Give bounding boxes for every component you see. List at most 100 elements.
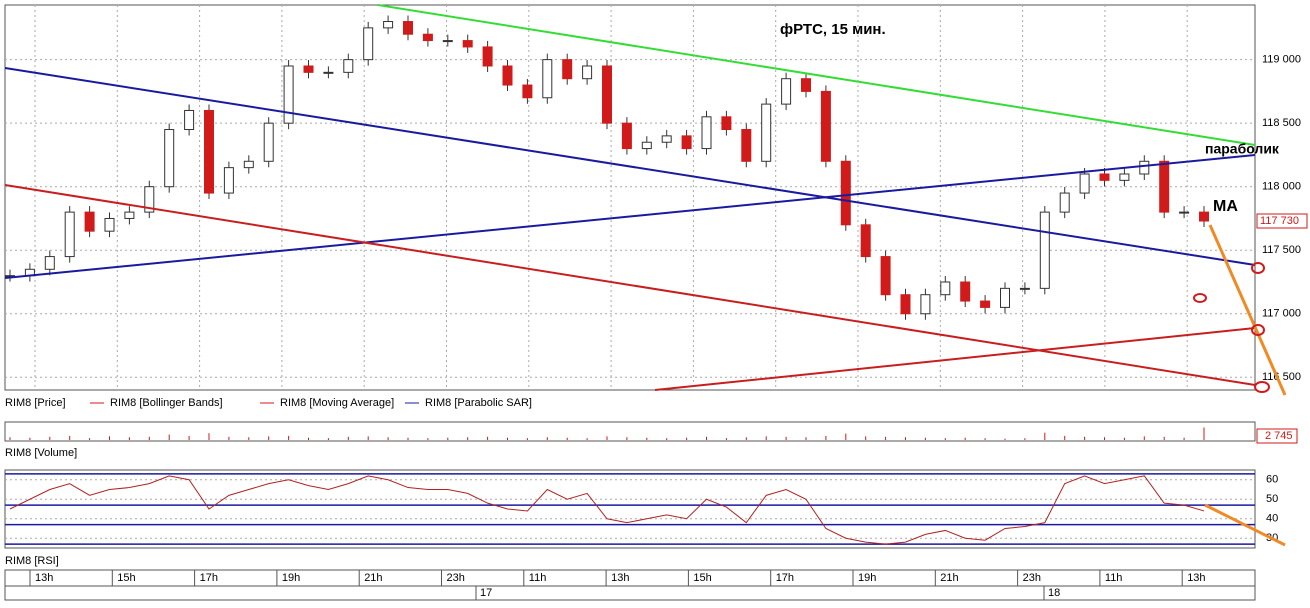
volume-bar [487, 436, 489, 440]
candle [1099, 173, 1110, 181]
current-volume: 2 745 [1265, 430, 1293, 442]
time-label: 19h [858, 572, 876, 584]
candle [522, 84, 533, 99]
rsi-panel [4, 469, 1256, 549]
candle [681, 135, 692, 150]
candle [64, 211, 75, 258]
volume-bar [1163, 436, 1165, 440]
current-price: 117 730 [1260, 215, 1299, 227]
volume-bar [905, 437, 906, 440]
volume-bar [1084, 436, 1086, 440]
volume-bar [546, 437, 548, 440]
y-tick-label: 118 500 [1262, 117, 1301, 129]
volume-bar [646, 437, 648, 440]
volume-bar [1203, 427, 1205, 440]
volume-bar [825, 435, 827, 440]
candle [741, 129, 752, 162]
candle [263, 122, 274, 162]
candle [1199, 211, 1209, 222]
time-label: 13h [1187, 572, 1205, 584]
volume-bar [1123, 437, 1125, 440]
volume-bar [447, 437, 449, 440]
legend-entry: RIM8 [Price] [5, 397, 66, 409]
candle [582, 65, 593, 80]
time-label: 13h [611, 572, 629, 584]
day-label: 17 [480, 587, 492, 599]
candle [303, 65, 314, 73]
candle [124, 211, 135, 219]
volume-bar [765, 436, 767, 440]
trend-lines [4, 4, 1287, 547]
volume-bar [168, 434, 170, 440]
legend-entry: RIM8 [Parabolic SAR] [425, 397, 532, 409]
candle [184, 109, 195, 131]
volume-bar [507, 437, 508, 440]
volume-bar [586, 438, 588, 440]
trend-line [4, 154, 1256, 279]
volume-bar [188, 435, 190, 440]
volume-bar [1044, 432, 1046, 440]
time-label: 15h [117, 572, 135, 584]
candle [1159, 160, 1170, 213]
candle [502, 65, 513, 86]
price-panel [4, 4, 1256, 391]
volume-bar [1183, 437, 1185, 440]
current-volume-box [1256, 428, 1298, 444]
volume-bar [89, 438, 91, 440]
trend-line [377, 4, 1256, 146]
volume-bar [407, 437, 409, 440]
rsi-line [9, 475, 1205, 545]
forecast-arrow [1204, 503, 1286, 547]
candle [482, 46, 493, 67]
candle [84, 211, 95, 232]
time-label: 23h [1023, 572, 1041, 584]
time-label: 11h [1105, 572, 1123, 584]
time-label: 21h [364, 572, 382, 584]
volume-bar [805, 437, 807, 440]
candle [602, 65, 612, 124]
candle [860, 224, 871, 258]
volume-bar [944, 438, 946, 440]
candle [1000, 287, 1010, 308]
marks: 116 500 117 000 117 500 118 000 118 500 119 0… [5, 5, 1308, 600]
volume-bar [725, 438, 727, 440]
time-label: 19h [282, 572, 300, 584]
candle [1039, 211, 1050, 289]
volume-bar [347, 436, 349, 440]
volume-bar [109, 436, 110, 440]
volume-bar [745, 437, 747, 440]
volume-bar [566, 437, 568, 440]
volume-bar [1104, 437, 1105, 440]
time-label: 15h [693, 572, 711, 584]
annotation: MA [1213, 198, 1238, 215]
candle [223, 167, 234, 194]
volume-bar [308, 437, 309, 440]
candle [721, 116, 732, 131]
candle [243, 160, 254, 169]
volume-bar [1064, 435, 1066, 440]
volume-bar [248, 437, 250, 440]
volume-bar [1143, 436, 1145, 440]
time-label: 17h [776, 572, 794, 584]
forecast-arrow [1208, 224, 1287, 396]
time-axis [4, 569, 1256, 601]
volume-bar [526, 438, 528, 440]
candle [1119, 173, 1130, 181]
y-tick-label: 40 [1266, 513, 1278, 525]
volume-bar [706, 436, 707, 440]
volume-bar [128, 437, 130, 440]
time-label: 11h [529, 572, 547, 584]
time-label: 17h [200, 572, 218, 584]
candle [920, 294, 931, 315]
candle [542, 59, 553, 99]
volume-bar [29, 437, 31, 440]
volume-bar [208, 433, 210, 440]
volume-bar [387, 437, 389, 440]
candle [820, 90, 831, 162]
volume-bar [626, 437, 628, 440]
trend-line [4, 67, 1256, 266]
candle [283, 65, 294, 124]
candle [641, 141, 652, 150]
